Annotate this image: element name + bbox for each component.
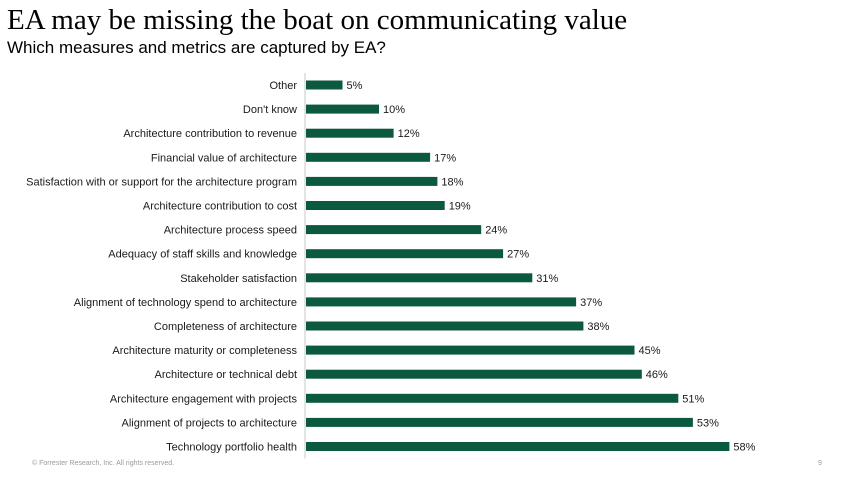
bar <box>306 128 394 138</box>
category-label: Satisfaction with or support for the arc… <box>26 176 297 188</box>
category-label: Other <box>269 80 297 92</box>
value-label: 58% <box>733 442 755 454</box>
value-label: 27% <box>507 249 529 261</box>
value-label: 53% <box>697 417 719 429</box>
value-label: 31% <box>536 273 558 285</box>
category-label: Architecture contribution to revenue <box>123 128 297 140</box>
page-number: 9 <box>818 460 822 467</box>
bar <box>306 80 343 90</box>
bar <box>306 225 482 235</box>
category-label: Technology portfolio health <box>166 442 297 454</box>
category-label: Stakeholder satisfaction <box>180 273 297 285</box>
category-label: Don't know <box>243 104 297 116</box>
value-label: 38% <box>587 321 609 333</box>
bar <box>306 345 635 355</box>
value-label: 46% <box>646 369 668 381</box>
slide-title: EA may be missing the boat on communicat… <box>7 4 628 36</box>
bar <box>306 442 730 451</box>
category-label: Architecture contribution to cost <box>143 201 297 213</box>
bar <box>306 273 533 283</box>
category-label: Architecture engagement with projects <box>110 393 298 405</box>
category-label: Architecture or technical debt <box>155 369 297 381</box>
bar <box>306 249 504 259</box>
value-label: 19% <box>449 201 471 213</box>
value-label: 51% <box>682 393 704 405</box>
category-label: Architecture process speed <box>164 225 297 237</box>
bar <box>306 104 379 114</box>
bar <box>306 176 438 186</box>
bar <box>306 369 642 379</box>
bar <box>306 201 445 210</box>
value-label: 18% <box>441 176 463 188</box>
value-label: 37% <box>580 297 602 309</box>
value-label: 10% <box>383 104 405 116</box>
category-label: Architecture maturity or completeness <box>112 345 297 357</box>
bar <box>306 393 679 403</box>
category-label: Alignment of technology spend to archite… <box>74 297 297 309</box>
category-label: Alignment of projects to architecture <box>122 417 297 429</box>
category-label: Financial value of architecture <box>151 152 297 164</box>
value-label: 45% <box>639 345 661 357</box>
copyright-footer: © Forrester Research, Inc. All rights re… <box>32 460 175 467</box>
value-label: 17% <box>434 152 456 164</box>
bar <box>306 297 577 307</box>
value-label: 12% <box>398 128 420 140</box>
category-label: Completeness of architecture <box>154 321 297 333</box>
value-label: 5% <box>347 80 363 92</box>
category-label: Adequacy of staff skills and knowledge <box>108 249 297 261</box>
slide-subtitle: Which measures and metrics are captured … <box>7 38 386 57</box>
value-label: 24% <box>485 225 507 237</box>
bar <box>306 321 584 331</box>
bar <box>306 417 693 427</box>
bar <box>306 152 431 162</box>
